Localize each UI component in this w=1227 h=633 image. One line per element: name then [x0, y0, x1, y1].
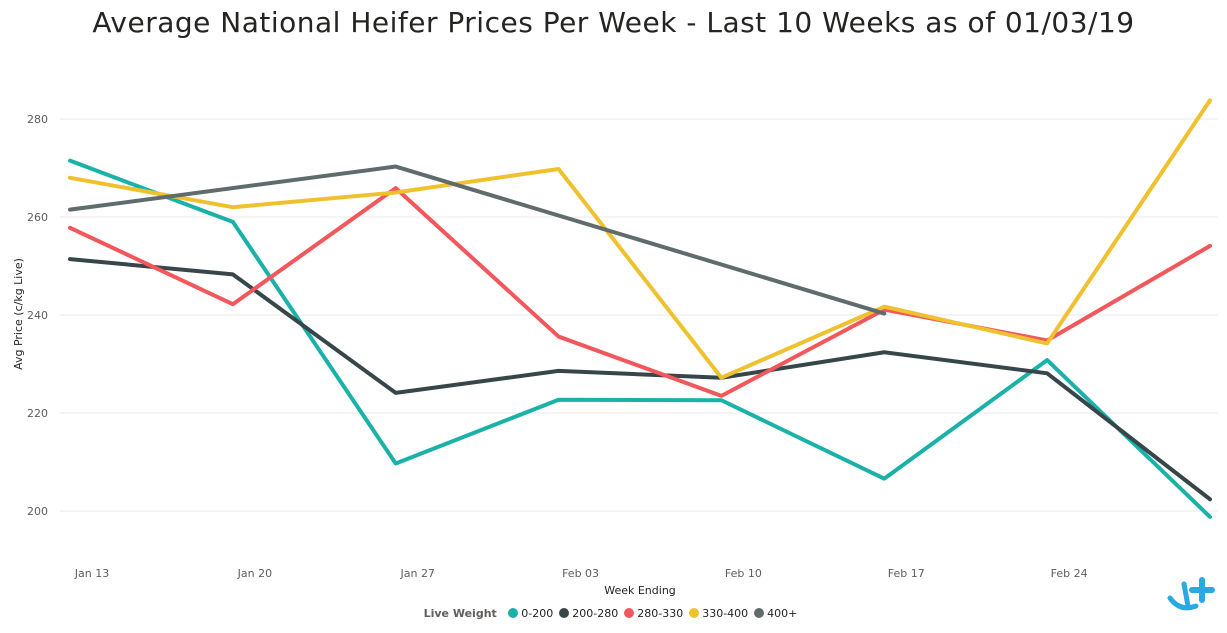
- legend-marker: [508, 608, 519, 618]
- legend-label: 200-280: [572, 607, 619, 620]
- y-axis-ticks: 200 220 240 260 280: [27, 113, 48, 518]
- series-line-200-280: [68, 257, 1212, 502]
- legend-title: Live Weight: [423, 607, 497, 620]
- chart-plot: 200 220 240 260 280 Jan 13 Jan 20 Jan 27 Feb 03…: [12, 98, 1218, 597]
- legend-marker: [624, 608, 635, 618]
- x-tick-label: Jan 13: [74, 567, 109, 580]
- legend-label: 280-330: [637, 607, 684, 620]
- series-line-400+: [68, 164, 887, 316]
- y-tick-label: 200: [27, 505, 48, 518]
- x-tick-label: Feb 03: [562, 567, 599, 580]
- chart-title: Average National Heifer Prices Per Week …: [92, 6, 1135, 39]
- legend-item-400+[interactable]: 400+: [754, 607, 797, 620]
- legend-marker: [754, 608, 765, 618]
- x-tick-label: Feb 24: [1051, 567, 1088, 580]
- legend-label: 0-200: [521, 607, 554, 620]
- brand-logo-icon: [1167, 577, 1215, 611]
- legend-item-330-400[interactable]: 330-400: [689, 607, 748, 620]
- series-line-0-200: [68, 158, 1212, 519]
- y-axis-title: Avg Price (c/kg Live): [12, 258, 25, 370]
- series-lines: [68, 98, 1212, 519]
- x-tick-label: Jan 27: [399, 567, 434, 580]
- legend-item-200-280[interactable]: 200-280: [559, 607, 618, 620]
- x-tick-label: Feb 17: [888, 567, 925, 580]
- y-tick-label: 240: [27, 309, 48, 322]
- y-tick-label: 260: [27, 211, 48, 224]
- gridlines: [60, 118, 1218, 512]
- x-axis-ticks: Jan 13 Jan 20 Jan 27 Feb 03 Feb 10 Feb 17 Feb …: [74, 567, 1088, 580]
- legend-item-0-200[interactable]: 0-200: [508, 607, 553, 620]
- legend-items: 0-200 200-280 280-330 330-400 400+: [508, 607, 803, 620]
- x-tick-label: Jan 20: [237, 567, 272, 580]
- series-line-330-400: [68, 98, 1212, 380]
- y-tick-label: 280: [27, 113, 48, 126]
- legend-label: 400+: [767, 607, 798, 620]
- legend-item-280-330[interactable]: 280-330: [624, 607, 683, 620]
- x-axis-title: Week Ending: [604, 584, 676, 597]
- y-tick-label: 220: [27, 407, 48, 420]
- legend-marker: [559, 608, 570, 618]
- legend: Live Weight 0-200 200-280 280-330 330-400 40…: [0, 607, 1227, 620]
- legend-marker: [689, 608, 700, 618]
- x-tick-label: Feb 10: [725, 567, 762, 580]
- legend-label: 330-400: [702, 607, 749, 620]
